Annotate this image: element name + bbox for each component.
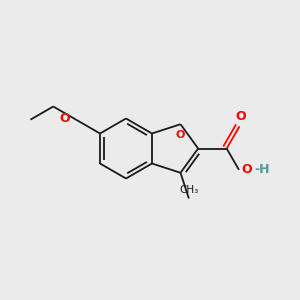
Text: O: O [176, 130, 185, 140]
Text: CH₃: CH₃ [180, 185, 199, 195]
Text: O: O [59, 112, 70, 125]
Text: O: O [236, 110, 246, 123]
Text: -H: -H [254, 163, 270, 176]
Text: O: O [241, 163, 252, 176]
